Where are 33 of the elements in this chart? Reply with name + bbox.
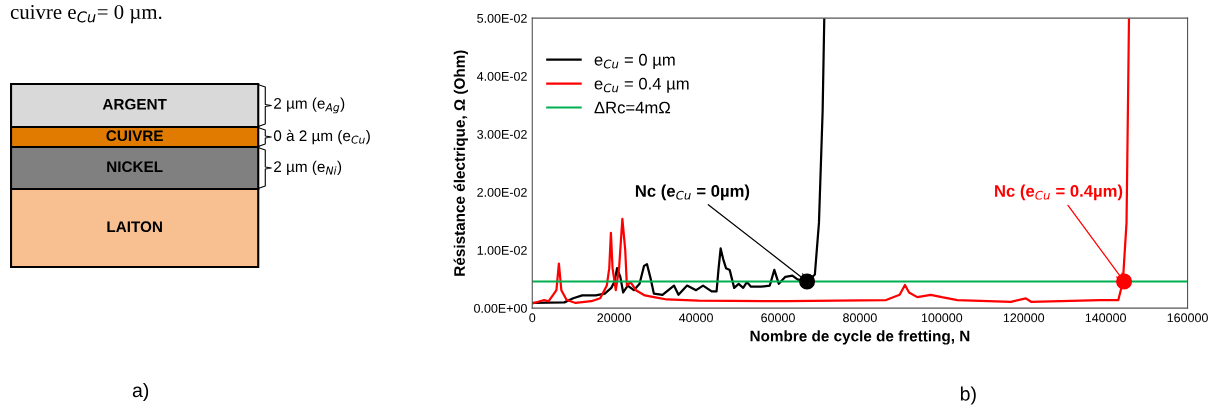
x-axis-title: Nombre de cycle de fretting, N: [750, 330, 970, 345]
x-tick-label: 140000: [1085, 313, 1127, 323]
annotation: Nc (e$_{Cu}$ = 0µm): [635, 184, 750, 201]
y-axis-title: Résistance électrique, Ω (Ohm): [453, 50, 468, 276]
y-tick-label: 0.00E+00: [474, 303, 527, 313]
x-tick-label: 120000: [1003, 313, 1045, 323]
line-series: [532, 18, 1131, 305]
x-tick-label: 20000: [597, 313, 632, 323]
text: ARGENT: [102, 98, 167, 110]
y-tick-label: 3.00E-02: [477, 129, 527, 139]
y-tick-label: 5.00E-02: [477, 13, 527, 23]
text: CUIVRE: [106, 130, 163, 142]
text: cuivre e$_{Cu}$= 0 µm.: [10, 4, 162, 24]
text: a): [132, 382, 149, 402]
text: LAITON: [107, 221, 162, 233]
y-tick-label: 2.00E-02: [477, 187, 527, 197]
x-tick-label: 80000: [843, 313, 877, 323]
text: b): [960, 386, 976, 405]
text: 2 µm (e$_{Ni}$): [274, 160, 342, 176]
text: 0 à 2 µm (e$_{Cu}$): [273, 129, 370, 145]
y-tick-label: 1.00E-02: [477, 245, 527, 255]
text: 2 µm (e$_{Ag}$): [274, 97, 345, 114]
legend-label: ΔRc=4mΩ: [594, 101, 671, 114]
legend-label: e$_{Cu}$ = 0.4 µm: [594, 77, 689, 93]
text: NICKEL: [107, 161, 163, 173]
x-tick-label: 40000: [679, 313, 713, 323]
x-tick-label: 160000: [1167, 313, 1208, 323]
annotation: Nc (e$_{Cu}$ = 0.4µm): [995, 184, 1123, 201]
x-tick-label: 0: [529, 313, 536, 323]
y-tick-label: 4.00E-02: [476, 71, 527, 81]
x-tick-label: 100000: [921, 313, 963, 323]
x-tick-label: 60000: [761, 313, 795, 323]
legend-label: e$_{Cu}$ = 0 µm: [594, 53, 675, 69]
